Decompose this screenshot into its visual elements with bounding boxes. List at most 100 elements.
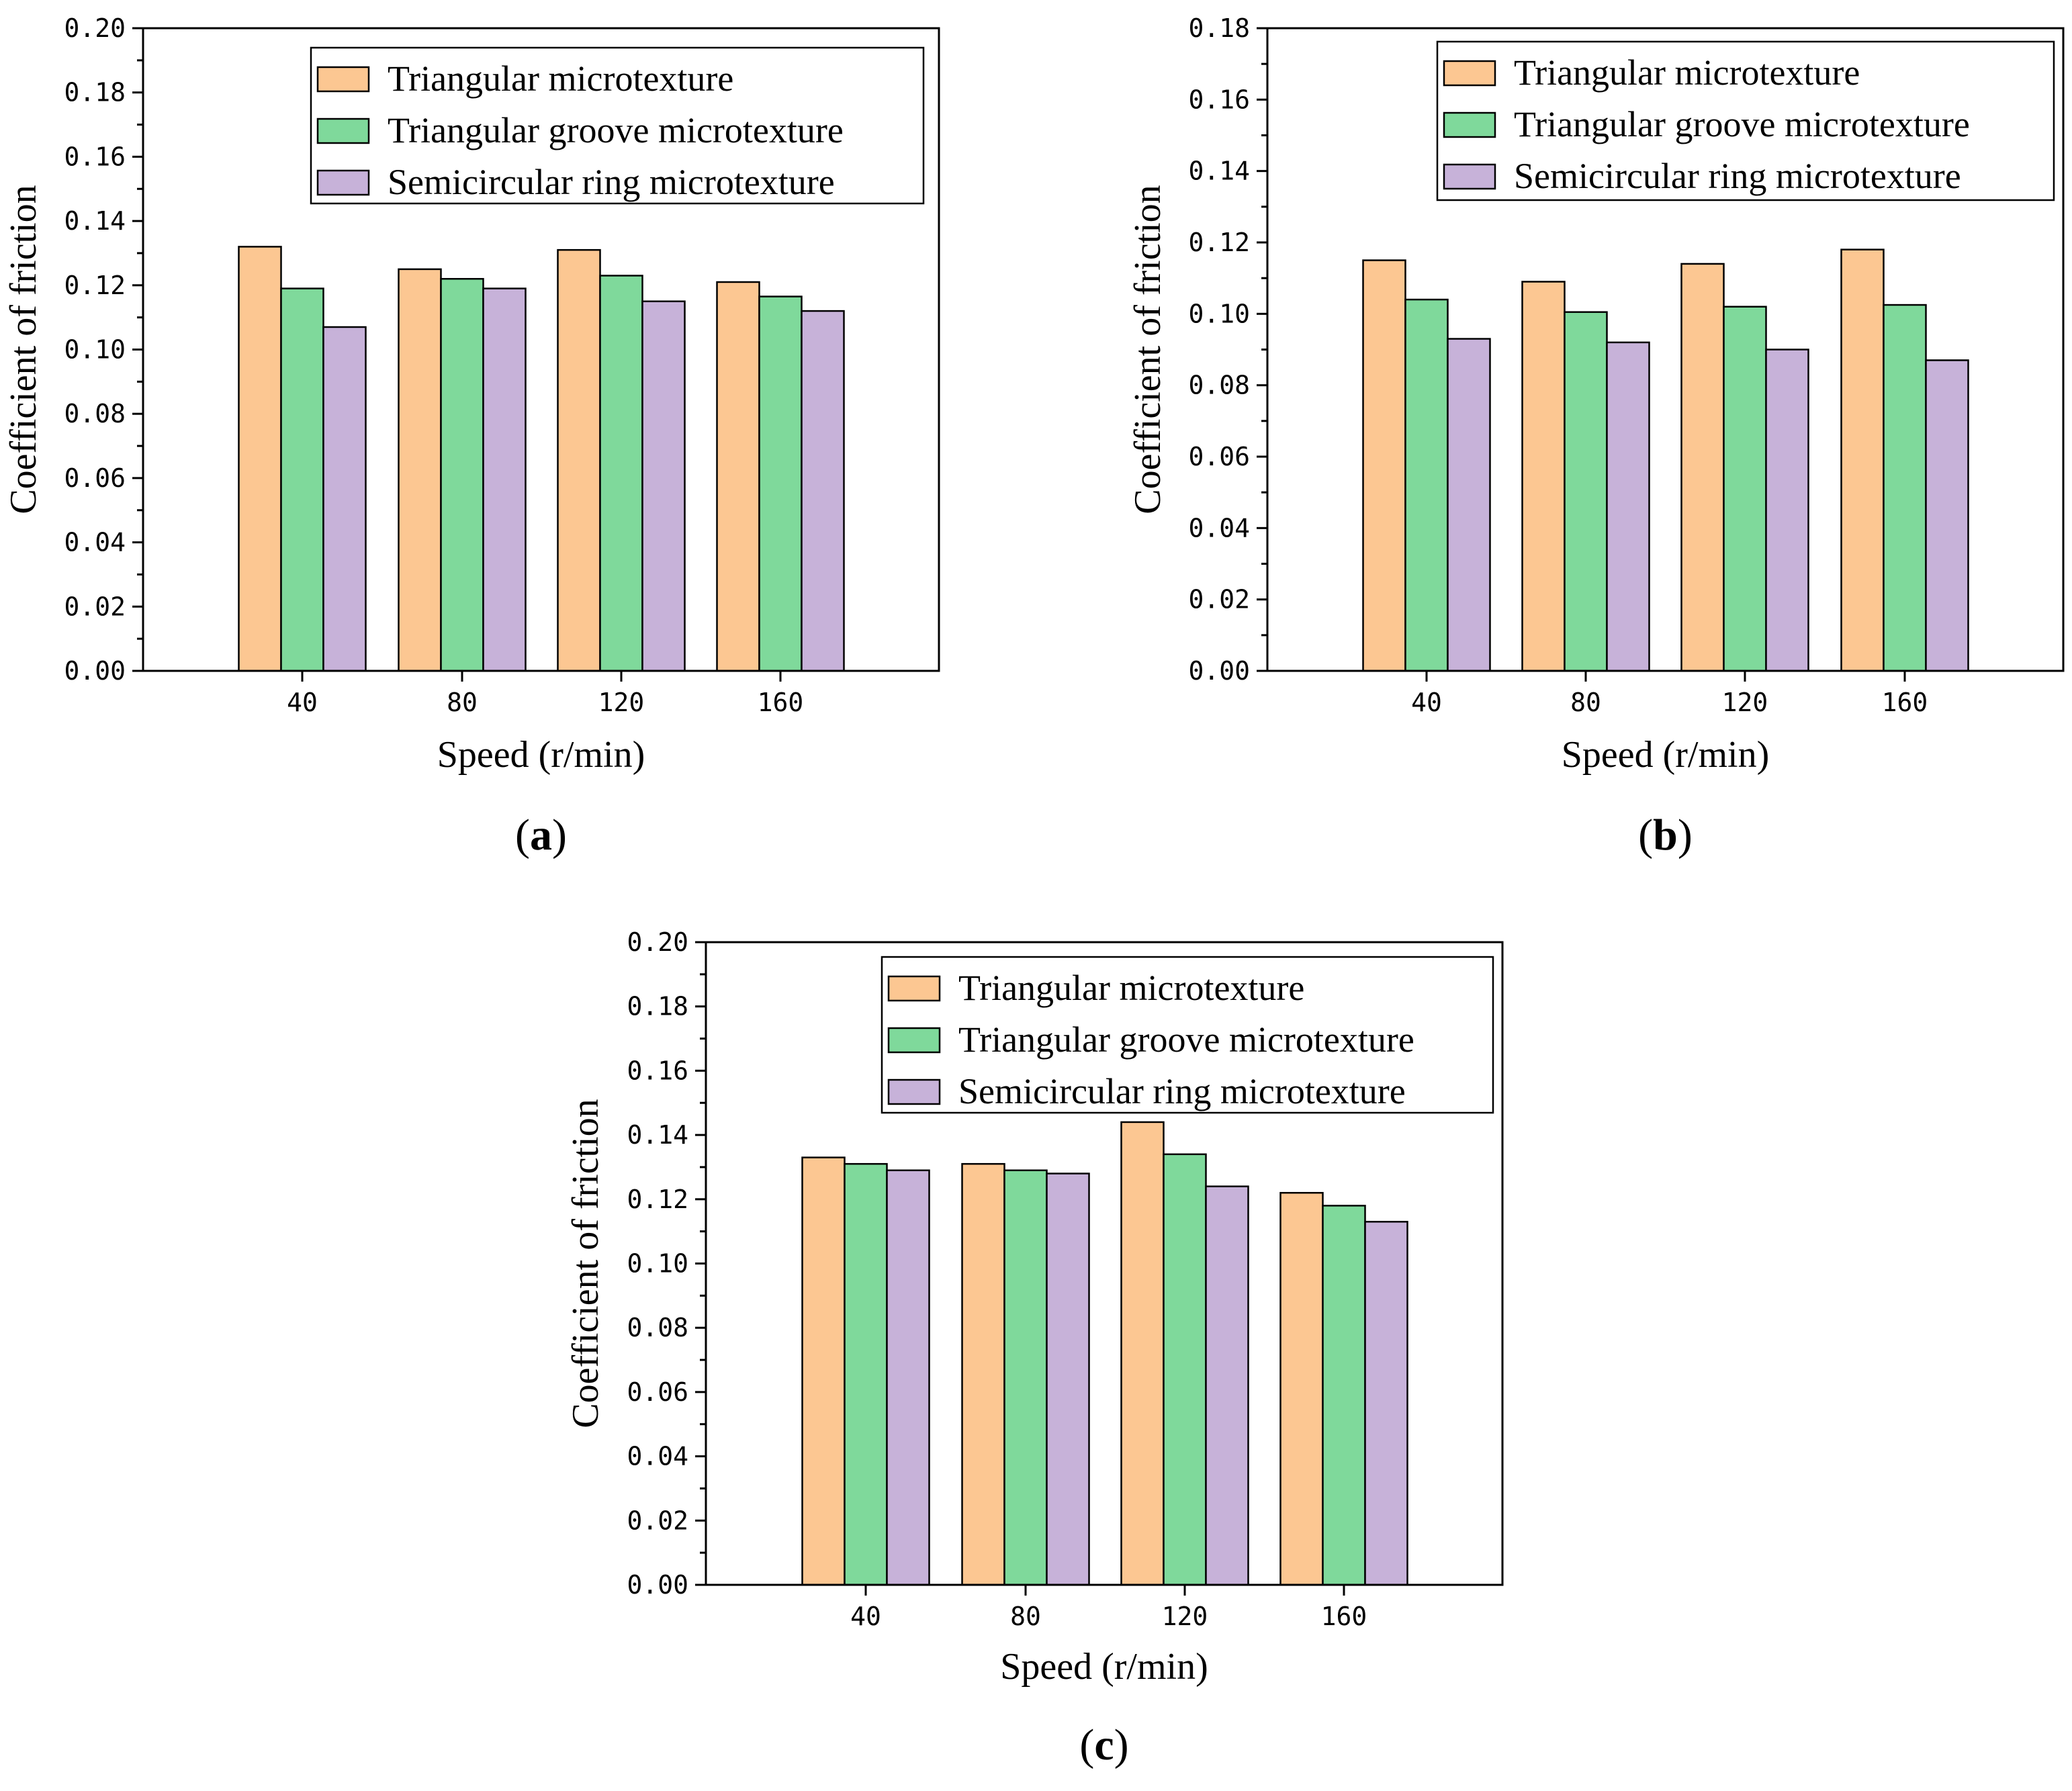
bar-b-semicircular-ring-microtexture-160 <box>1925 359 1969 672</box>
y-tick-label: 0.16 <box>64 142 126 171</box>
bar-b-triangular-groove-microtexture-40 <box>1404 298 1449 672</box>
x-tick-label: 40 <box>287 688 318 717</box>
legend-label: Triangular microtexture <box>958 968 1304 1008</box>
y-tick-label: 0.18 <box>627 992 688 1021</box>
y-tick-label: 0.00 <box>64 656 126 686</box>
bar-c-triangular-microtexture-40 <box>801 1156 846 1586</box>
y-tick-label: 0.12 <box>64 271 126 300</box>
bar-a-triangular-microtexture-120 <box>557 248 601 672</box>
y-tick-label: 0.02 <box>1188 585 1250 614</box>
legend-swatch <box>1443 163 1496 190</box>
legend-label: Semicircular ring microtexture <box>388 162 835 202</box>
bar-b-triangular-microtexture-160 <box>1840 248 1885 672</box>
panel-label-close-paren: ) <box>1114 1720 1129 1770</box>
y-tick-label: 0.14 <box>64 206 126 236</box>
y-tick-label: 0.14 <box>627 1120 688 1150</box>
panel-label-close-paren: ) <box>1678 811 1693 860</box>
bar-b-triangular-microtexture-120 <box>1680 263 1725 672</box>
panel-label: (b) <box>1638 811 1693 860</box>
panel-label-open-paren: ( <box>1079 1720 1094 1770</box>
legend-swatch <box>887 1027 941 1054</box>
panel-label-open-paren: ( <box>515 811 530 860</box>
x-tick-label: 40 <box>850 1602 881 1631</box>
legend-label: Triangular groove microtexture <box>1514 104 1970 144</box>
panel-label-letter: b <box>1653 811 1678 860</box>
bar-b-triangular-groove-microtexture-80 <box>1564 311 1608 672</box>
y-tick-label: 0.16 <box>627 1056 688 1085</box>
x-axis-title: Speed (r/min) <box>1562 734 1769 776</box>
y-tick-label: 0.10 <box>64 335 126 365</box>
x-tick-label: 120 <box>1162 1602 1208 1631</box>
y-tick-label: 0.18 <box>64 78 126 107</box>
bar-a-semicircular-ring-microtexture-160 <box>801 310 845 672</box>
x-tick-label: 120 <box>598 688 645 717</box>
bar-c-semicircular-ring-microtexture-160 <box>1364 1221 1408 1586</box>
bar-b-triangular-groove-microtexture-160 <box>1883 304 1927 672</box>
y-tick-label: 0.18 <box>1188 13 1250 43</box>
y-tick-label: 0.10 <box>627 1249 688 1279</box>
bar-c-semicircular-ring-microtexture-80 <box>1046 1173 1090 1586</box>
bar-a-semicircular-ring-microtexture-80 <box>482 287 527 672</box>
bar-b-triangular-groove-microtexture-120 <box>1723 306 1767 672</box>
x-axis-title: Speed (r/min) <box>437 734 645 776</box>
legend-box <box>310 46 925 205</box>
bar-c-triangular-groove-microtexture-40 <box>844 1162 888 1586</box>
x-tick-label: 80 <box>1570 688 1601 717</box>
y-tick-label: 0.00 <box>1188 656 1250 686</box>
bar-b-triangular-microtexture-40 <box>1362 259 1406 672</box>
bar-a-semicircular-ring-microtexture-40 <box>322 326 367 672</box>
panel-label-close-paren: ) <box>552 811 567 860</box>
y-tick-label: 0.10 <box>1188 299 1250 328</box>
legend-label: Semicircular ring microtexture <box>1514 156 1961 196</box>
y-tick-label: 0.20 <box>64 13 126 43</box>
x-tick-label: 160 <box>1321 1602 1367 1631</box>
x-axis-title: Speed (r/min) <box>1000 1646 1208 1688</box>
x-tick-label: 160 <box>758 688 804 717</box>
legend-swatch <box>1443 60 1496 87</box>
bar-c-triangular-groove-microtexture-120 <box>1163 1153 1207 1586</box>
bar-a-semicircular-ring-microtexture-120 <box>641 300 686 672</box>
y-tick-label: 0.06 <box>627 1377 688 1407</box>
bar-c-triangular-groove-microtexture-160 <box>1322 1205 1366 1586</box>
y-tick-label: 0.12 <box>627 1185 688 1214</box>
bar-c-triangular-microtexture-160 <box>1279 1191 1324 1586</box>
legend-label: Triangular groove microtexture <box>958 1019 1414 1060</box>
legend: Triangular microtexture Triangular groove… <box>1436 40 2055 201</box>
bar-b-semicircular-ring-microtexture-120 <box>1765 349 1809 672</box>
legend-label: Triangular groove microtexture <box>388 110 844 150</box>
bar-a-triangular-groove-microtexture-80 <box>440 277 484 672</box>
legend: Triangular microtexture Triangular groove… <box>881 956 1494 1114</box>
panel-label-letter: c <box>1094 1720 1114 1770</box>
y-axis-title: Coefficient of friction <box>3 185 44 514</box>
bar-a-triangular-groove-microtexture-120 <box>599 275 643 672</box>
bar-a-triangular-microtexture-40 <box>238 246 282 672</box>
bar-c-semicircular-ring-microtexture-120 <box>1205 1185 1249 1586</box>
x-tick-label: 80 <box>447 688 478 717</box>
x-tick-label: 160 <box>1882 688 1928 717</box>
chart-panel-c: 0.00 0.02 0.04 0.06 0.08 0.10 0.12 0.14 0.16 0.18… <box>565 927 1504 1770</box>
bar-c-triangular-microtexture-120 <box>1120 1121 1165 1586</box>
legend-swatch <box>887 1078 941 1105</box>
bar-b-semicircular-ring-microtexture-40 <box>1447 338 1491 672</box>
legend-swatch <box>887 975 941 1002</box>
bar-a-triangular-microtexture-80 <box>398 268 442 672</box>
panel-label: (c) <box>1079 1720 1128 1770</box>
y-tick-label: 0.06 <box>64 463 126 493</box>
legend-swatch <box>1443 111 1496 138</box>
x-tick-label: 80 <box>1010 1602 1041 1631</box>
legend: Triangular microtexture Triangular groove… <box>310 46 925 205</box>
y-tick-label: 0.04 <box>64 528 126 557</box>
panel-label-letter: a <box>530 811 552 860</box>
y-tick-label: 0.04 <box>627 1442 688 1471</box>
legend-swatch <box>316 66 370 93</box>
y-tick-label: 0.02 <box>627 1506 688 1535</box>
y-tick-label: 0.14 <box>1188 156 1250 186</box>
x-tick-label: 120 <box>1722 688 1768 717</box>
y-tick-label: 0.02 <box>64 592 126 621</box>
y-tick-label: 0.04 <box>1188 513 1250 543</box>
chart-panel-b: 0.00 0.02 0.04 0.06 0.08 0.10 0.12 0.14 0.16 0.18… <box>1127 13 2065 860</box>
legend-label: Semicircular ring microtexture <box>958 1071 1406 1111</box>
y-tick-label: 0.08 <box>627 1313 688 1342</box>
bar-a-triangular-groove-microtexture-160 <box>758 295 803 672</box>
